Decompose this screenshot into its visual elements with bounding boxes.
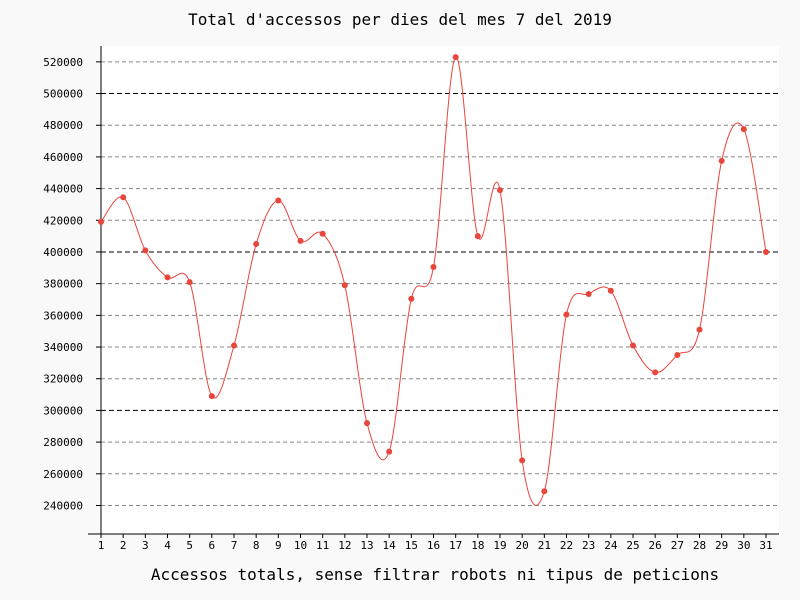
x-axis-label: Accessos totals, sense filtrar robots ni…	[150, 565, 720, 584]
x-tick-label: 12	[338, 539, 351, 552]
data-point	[585, 290, 592, 297]
data-point	[740, 126, 747, 133]
y-tick-label: 520000	[43, 56, 83, 69]
data-point	[275, 197, 282, 204]
x-tick-label: 28	[693, 539, 706, 552]
x-tick-label: 23	[582, 539, 595, 552]
y-tick-label: 500000	[43, 88, 83, 101]
data-point	[120, 194, 127, 201]
y-tick-label: 340000	[43, 341, 83, 354]
x-tick-label: 25	[626, 539, 639, 552]
data-point	[519, 457, 526, 464]
x-tick-label: 7	[231, 539, 238, 552]
x-tick-label: 5	[186, 539, 193, 552]
data-point	[607, 287, 614, 294]
data-point	[430, 264, 437, 271]
x-ticks: 1 2 3 4 5 6 7 8 9 10 11 12 13 14 15 16 17 18 19 20 21 22 23 24 2…	[98, 534, 773, 552]
y-tick-label: 380000	[43, 278, 83, 291]
x-tick-label: 10	[294, 539, 307, 552]
y-ticks: 240000 260000 280000 300000 320000 340000 3600…	[43, 56, 101, 512]
x-tick-label: 31	[759, 539, 772, 552]
y-tick-label: 240000	[43, 499, 83, 512]
x-tick-label: 13	[360, 539, 373, 552]
data-point	[386, 448, 393, 455]
x-tick-label: 26	[649, 539, 662, 552]
x-tick-label: 3	[142, 539, 149, 552]
y-tick-label: 460000	[43, 151, 83, 164]
data-point	[319, 230, 326, 237]
data-point	[541, 488, 548, 495]
grid-lines	[101, 61, 779, 506]
x-tick-label: 24	[604, 539, 618, 552]
x-tick-label: 29	[715, 539, 728, 552]
x-tick-label: 15	[405, 539, 418, 552]
x-tick-label: 16	[427, 539, 440, 552]
series	[98, 54, 769, 506]
data-point	[142, 247, 149, 254]
x-tick-label: 19	[493, 539, 506, 552]
x-tick-label: 30	[737, 539, 750, 552]
data-point	[652, 369, 659, 376]
x-tick-label: 27	[671, 539, 684, 552]
data-point	[164, 274, 171, 281]
data-point	[364, 420, 370, 427]
data-point	[497, 187, 503, 194]
data-point	[452, 54, 459, 61]
y-tick-label: 300000	[43, 404, 83, 417]
data-point	[98, 218, 104, 225]
y-tick-label: 480000	[43, 119, 83, 132]
y-tick-label: 320000	[43, 373, 83, 386]
y-tick-label: 440000	[43, 183, 83, 196]
data-point	[474, 233, 481, 240]
data-point	[408, 295, 415, 302]
x-tick-label: 4	[164, 539, 171, 552]
data-point	[674, 351, 681, 358]
y-tick-label: 420000	[43, 214, 83, 227]
data-point	[341, 282, 348, 289]
x-tick-label: 17	[449, 539, 462, 552]
x-tick-label: 9	[275, 539, 282, 552]
y-tick-label: 360000	[43, 309, 83, 322]
x-tick-label: 22	[560, 539, 573, 552]
data-point	[231, 342, 237, 349]
data-point	[208, 393, 215, 400]
y-tick-label: 260000	[43, 468, 83, 481]
x-tick-label: 20	[516, 539, 529, 552]
data-point	[253, 241, 260, 248]
y-tick-label: 280000	[43, 436, 83, 449]
data-point	[630, 342, 636, 349]
plot-area	[101, 46, 779, 534]
x-tick-label: 21	[538, 539, 551, 552]
data-point	[186, 279, 193, 286]
y-tick-label: 400000	[43, 246, 83, 259]
data-point	[563, 311, 570, 318]
x-tick-label: 18	[471, 539, 484, 552]
data-point	[696, 326, 703, 333]
x-tick-label: 2	[120, 539, 127, 552]
x-tick-label: 8	[253, 539, 260, 552]
x-tick-label: 11	[316, 539, 329, 552]
data-point	[763, 248, 769, 255]
x-tick-label: 1	[98, 539, 105, 552]
x-tick-label: 6	[209, 539, 216, 552]
x-tick-label: 14	[383, 539, 397, 552]
chart-title: Total d'accessos per dies del mes 7 del …	[188, 10, 612, 29]
data-point	[718, 157, 725, 164]
data-point	[297, 237, 304, 244]
